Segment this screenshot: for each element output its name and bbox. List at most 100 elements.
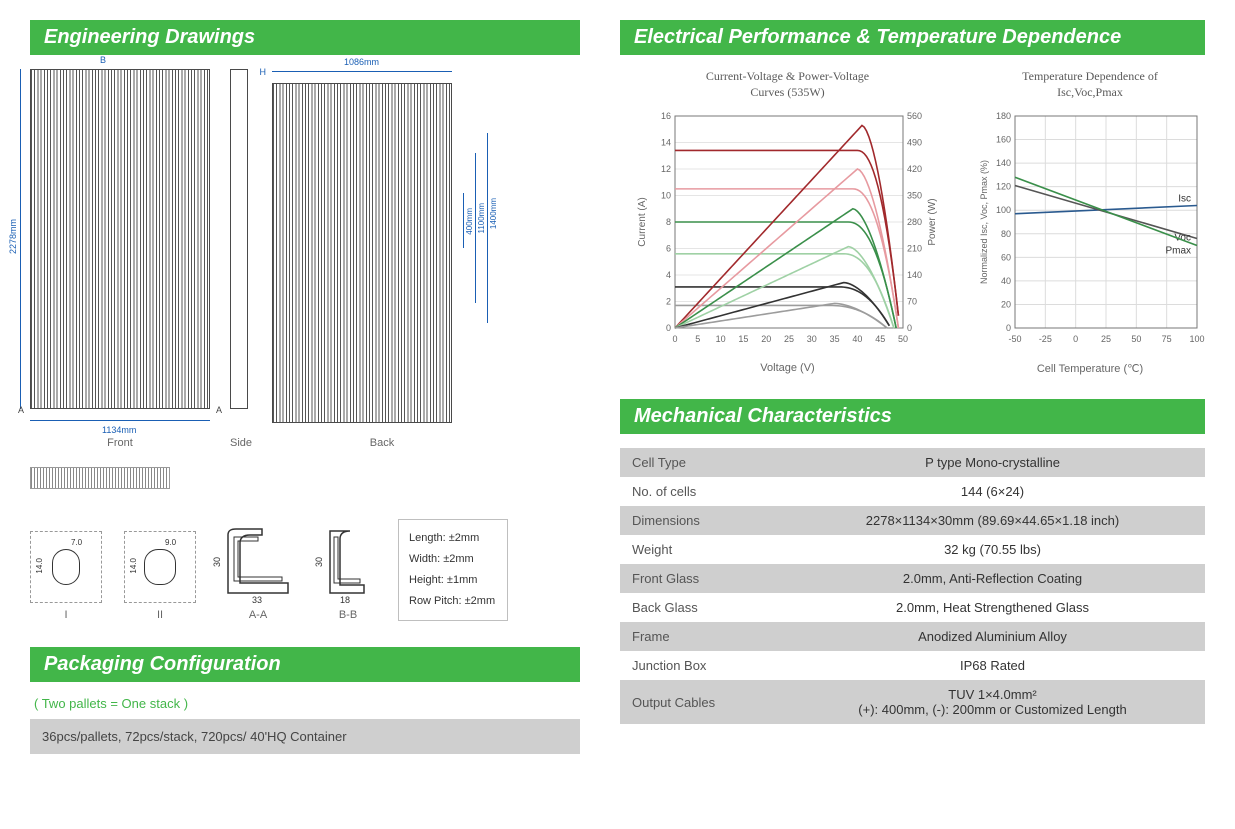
svg-text:4: 4 [665, 270, 670, 280]
dim-front-width: 1134mm [102, 425, 136, 435]
svg-text:5: 5 [695, 334, 700, 344]
caption-bb: B-B [320, 609, 376, 621]
svg-text:560: 560 [907, 111, 922, 121]
mech-val: 32 kg (70.55 lbs) [780, 535, 1205, 564]
svg-text:35: 35 [829, 334, 839, 344]
packaging-note: ( Two pallets = One stack ) [34, 696, 580, 711]
dim-i-w: 7.0 [71, 538, 82, 547]
svg-text:0: 0 [1006, 323, 1011, 333]
engineering-drawings: B 2278mm 1134mm A A Front H Side [30, 69, 580, 449]
svg-text:100: 100 [1189, 334, 1204, 344]
svg-text:45: 45 [875, 334, 885, 344]
mech-row: No. of cells144 (6×24) [620, 477, 1205, 506]
svg-text:140: 140 [996, 158, 1011, 168]
mech-row: FrameAnodized Aluminium Alloy [620, 622, 1205, 651]
mech-val: 2.0mm, Heat Strengthened Glass [780, 593, 1205, 622]
mech-row: Junction BoxIP68 Rated [620, 651, 1205, 680]
mark-h: H [260, 67, 267, 77]
hole-ii [144, 549, 176, 585]
svg-text:15: 15 [738, 334, 748, 344]
detail-drawings: 7.0 14.0 I 9.0 14.0 II 33 30 A- [30, 519, 580, 621]
svg-text:80: 80 [1001, 229, 1011, 239]
dim-ii-w: 9.0 [165, 538, 176, 547]
svg-text:12: 12 [660, 164, 670, 174]
dim-back-h3: 1400mm [489, 198, 498, 229]
mark-a-right: A [216, 405, 222, 415]
svg-text:10: 10 [715, 334, 725, 344]
temp-dep-chart: 020406080100120140160180-50-250255075100… [975, 106, 1205, 356]
caption-aa: A-A [218, 609, 298, 621]
mech-row: Front Glass2.0mm, Anti-Reflection Coatin… [620, 564, 1205, 593]
mark-a-left: A [18, 405, 24, 415]
caption-ii: II [124, 609, 196, 621]
svg-text:16: 16 [660, 111, 670, 121]
mech-row: Back Glass2.0mm, Heat Strengthened Glass [620, 593, 1205, 622]
tol-width: Width: ±2mm [409, 549, 497, 570]
caption-front: Front [30, 437, 210, 449]
mech-key: Weight [620, 535, 780, 564]
dim-bb-h: 30 [314, 557, 324, 567]
panel-back [272, 83, 452, 423]
caption-back: Back [272, 437, 492, 449]
svg-text:8: 8 [665, 217, 670, 227]
svg-text:50: 50 [897, 334, 907, 344]
dim-aa-w: 33 [252, 595, 262, 605]
caption-i: I [30, 609, 102, 621]
mech-row: Dimensions2278×1134×30mm (89.69×44.65×1.… [620, 506, 1205, 535]
svg-text:0: 0 [672, 334, 677, 344]
profile-aa: 33 30 [218, 523, 298, 603]
tolerance-box: Length: ±2mm Width: ±2mm Height: ±1mm Ro… [398, 519, 508, 621]
mech-row: Output CablesTUV 1×4.0mm²(+): 400mm, (-)… [620, 680, 1205, 724]
mech-val: IP68 Rated [780, 651, 1205, 680]
dim-bb-w: 18 [340, 595, 350, 605]
mech-key: Output Cables [620, 680, 780, 724]
mech-val: TUV 1×4.0mm²(+): 400mm, (-): 200mm or Cu… [780, 680, 1205, 724]
header-engineering: Engineering Drawings [30, 20, 580, 55]
mech-val: Anodized Aluminium Alloy [780, 622, 1205, 651]
svg-text:-25: -25 [1039, 334, 1052, 344]
header-mechanical: Mechanical Characteristics [620, 399, 1205, 434]
svg-text:30: 30 [806, 334, 816, 344]
caption-side: Side [230, 437, 252, 449]
svg-text:120: 120 [996, 182, 1011, 192]
svg-text:-50: -50 [1008, 334, 1021, 344]
svg-text:70: 70 [907, 297, 917, 307]
svg-text:20: 20 [761, 334, 771, 344]
panel-side [230, 69, 248, 409]
mech-val: P type Mono-crystalline [780, 448, 1205, 477]
mech-key: Front Glass [620, 564, 780, 593]
svg-text:40: 40 [852, 334, 862, 344]
dim-side-height: 2278mm [8, 219, 18, 254]
mech-key: Cell Type [620, 448, 780, 477]
svg-text:420: 420 [907, 164, 922, 174]
svg-text:0: 0 [1073, 334, 1078, 344]
chart1-xlabel: Voltage (V) [620, 362, 955, 374]
dim-back-h2: 1100mm [477, 203, 486, 234]
svg-text:0: 0 [907, 323, 912, 333]
panel-front [30, 69, 210, 409]
svg-text:6: 6 [665, 244, 670, 254]
mechanical-table: Cell TypeP type Mono-crystallineNo. of c… [620, 448, 1205, 724]
mech-key: Junction Box [620, 651, 780, 680]
svg-text:25: 25 [1101, 334, 1111, 344]
svg-text:Power (W): Power (W) [927, 199, 938, 246]
svg-text:210: 210 [907, 244, 922, 254]
chart2-xlabel: Cell Temperature (℃) [975, 362, 1205, 375]
svg-text:14: 14 [660, 138, 670, 148]
dim-i-h: 14.0 [35, 558, 44, 574]
iv-pv-chart: 0246810121416070140210280350420490560051… [633, 106, 943, 356]
dim-ii-h: 14.0 [129, 558, 138, 574]
dim-back-width: 1086mm [344, 57, 379, 67]
svg-text:50: 50 [1131, 334, 1141, 344]
mech-key: Dimensions [620, 506, 780, 535]
mech-key: Back Glass [620, 593, 780, 622]
tol-rowpitch: Row Pitch: ±2mm [409, 591, 497, 612]
svg-text:25: 25 [783, 334, 793, 344]
dim-aa-h: 30 [212, 557, 222, 567]
tol-height: Height: ±1mm [409, 570, 497, 591]
small-bar-detail [30, 467, 170, 489]
mech-val: 2278×1134×30mm (89.69×44.65×1.18 inch) [780, 506, 1205, 535]
svg-text:280: 280 [907, 217, 922, 227]
svg-text:180: 180 [996, 111, 1011, 121]
svg-text:75: 75 [1162, 334, 1172, 344]
